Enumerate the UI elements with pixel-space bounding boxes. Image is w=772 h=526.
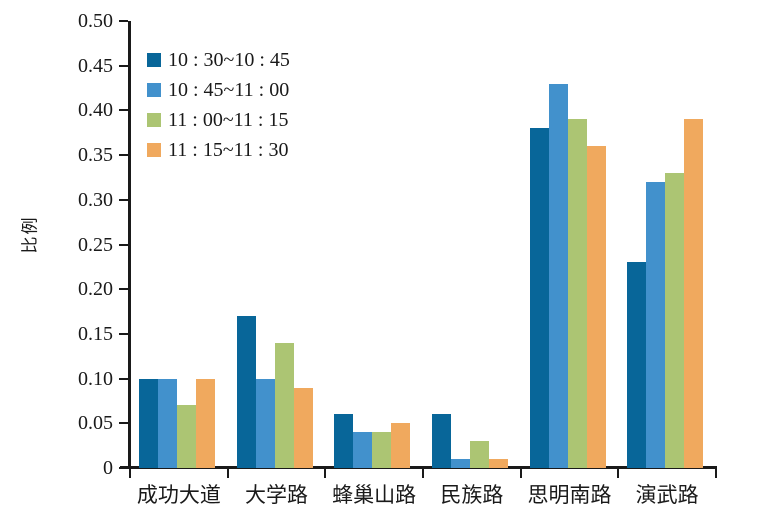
y-tick bbox=[119, 332, 128, 335]
bar bbox=[391, 423, 411, 468]
bar bbox=[236, 316, 256, 468]
y-tick bbox=[119, 377, 128, 380]
y-tick bbox=[119, 154, 128, 157]
x-tick bbox=[617, 469, 620, 478]
bar bbox=[372, 432, 392, 468]
legend-item: 11 : 00~11 : 15 bbox=[147, 105, 290, 135]
y-tick-label: 0.50 bbox=[78, 10, 113, 32]
bar bbox=[353, 432, 373, 468]
y-tick-label: 0.05 bbox=[78, 412, 113, 435]
bar bbox=[432, 414, 451, 468]
y-tick-label: 0.15 bbox=[78, 322, 113, 345]
y-tick bbox=[119, 198, 128, 201]
bar bbox=[470, 441, 489, 468]
legend-swatch bbox=[147, 53, 161, 67]
bar bbox=[255, 378, 275, 468]
bar bbox=[567, 119, 587, 468]
y-tick bbox=[119, 288, 128, 291]
bar bbox=[489, 459, 508, 468]
legend-label: 11 : 00~11 : 15 bbox=[168, 108, 289, 131]
bar bbox=[334, 414, 354, 468]
y-tick-label: 0.40 bbox=[78, 99, 113, 122]
y-tick bbox=[119, 109, 128, 112]
bar bbox=[451, 459, 470, 468]
legend-label: 10 : 30~10 : 45 bbox=[168, 48, 290, 71]
legend-label: 10 : 45~11 : 00 bbox=[168, 78, 290, 101]
legend-item: 10 : 30~10 : 45 bbox=[147, 45, 290, 75]
x-category-label: 成功大道 bbox=[136, 483, 221, 507]
x-category-label: 蜂巢山路 bbox=[332, 483, 417, 507]
legend-swatch bbox=[147, 83, 161, 97]
bar bbox=[684, 119, 704, 468]
x-tick bbox=[129, 469, 131, 478]
x-tick bbox=[715, 469, 717, 478]
x-tick bbox=[324, 469, 327, 478]
y-tick bbox=[119, 422, 128, 425]
y-tick-label: 0.30 bbox=[78, 188, 113, 211]
bar bbox=[177, 405, 196, 468]
y-tick-label: 0.10 bbox=[78, 367, 113, 390]
y-tick bbox=[119, 467, 128, 469]
x-tick bbox=[422, 469, 424, 478]
legend-item: 11 : 15~11 : 30 bbox=[147, 135, 290, 165]
bar bbox=[293, 387, 313, 468]
y-tick-label: 0.35 bbox=[78, 144, 113, 167]
bar bbox=[196, 378, 215, 468]
y-axis-line bbox=[128, 21, 131, 469]
bar bbox=[158, 378, 177, 468]
legend: 10 : 30~10 : 45 10 : 45~11 : 00 11 : 00~11… bbox=[147, 45, 290, 165]
bar bbox=[548, 83, 568, 468]
x-tick bbox=[226, 469, 229, 478]
legend-swatch bbox=[147, 113, 161, 127]
y-tick-label: 0 bbox=[103, 457, 113, 479]
bar bbox=[665, 172, 685, 468]
bar bbox=[274, 342, 294, 468]
y-tick-label: 0.45 bbox=[78, 54, 113, 77]
y-tick bbox=[119, 64, 128, 67]
y-tick bbox=[119, 20, 128, 22]
y-tick-label: 0.20 bbox=[78, 278, 113, 301]
bar bbox=[646, 181, 666, 468]
y-tick-label: 0.25 bbox=[78, 233, 113, 256]
x-tick bbox=[519, 469, 522, 478]
legend-swatch bbox=[147, 143, 161, 157]
x-category-label: 大学路 bbox=[244, 483, 308, 507]
bar bbox=[529, 128, 549, 468]
bar bbox=[627, 262, 647, 468]
bar bbox=[586, 146, 606, 468]
legend-label: 11 : 15~11 : 30 bbox=[168, 138, 289, 161]
x-category-label: 民族路 bbox=[440, 483, 504, 507]
x-category-label: 演武路 bbox=[635, 483, 699, 507]
x-axis-line bbox=[120, 466, 717, 469]
x-category-label: 思明南路 bbox=[527, 483, 612, 507]
legend-item: 10 : 45~11 : 00 bbox=[147, 75, 290, 105]
bar bbox=[139, 378, 158, 468]
y-tick bbox=[119, 243, 128, 246]
